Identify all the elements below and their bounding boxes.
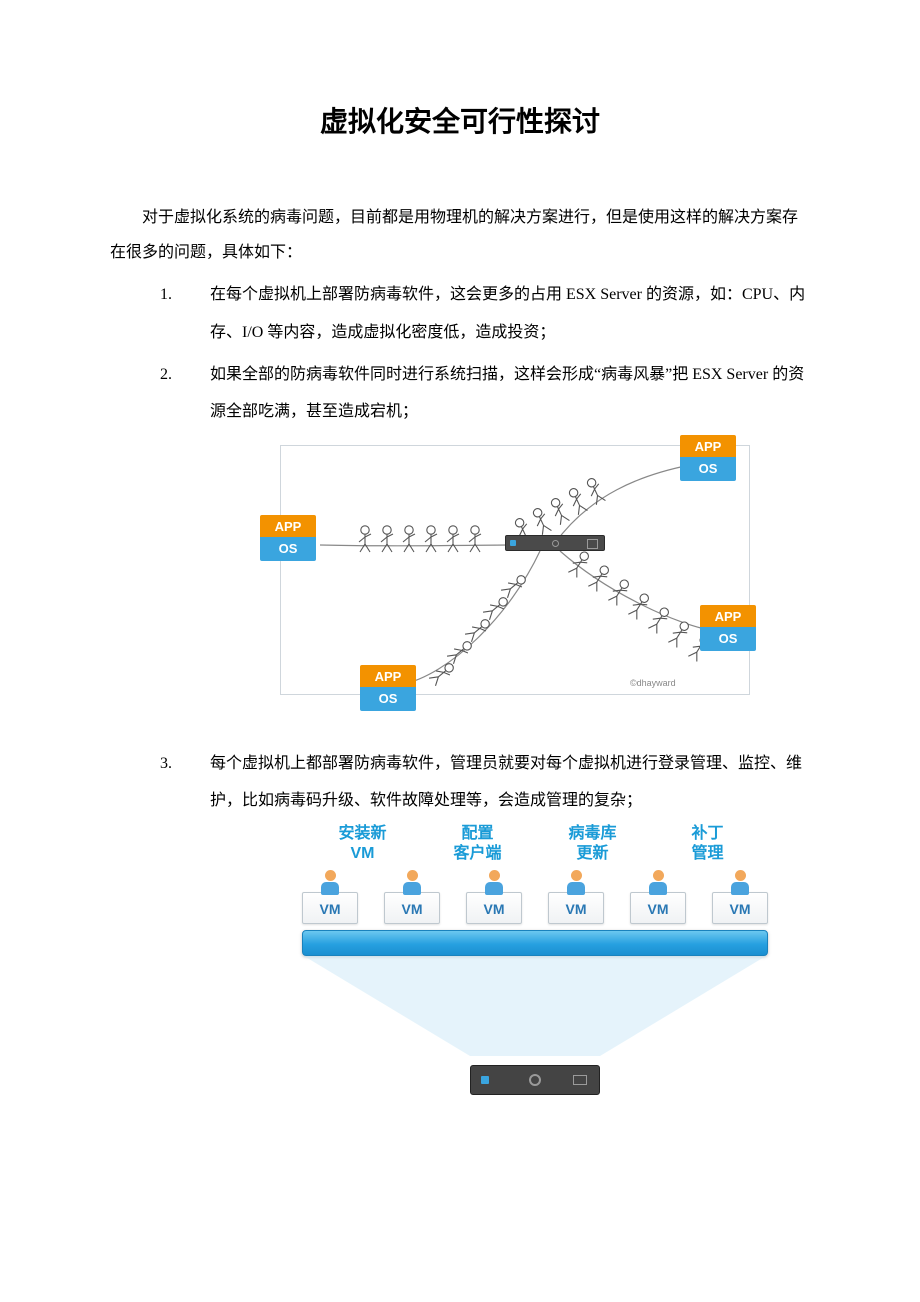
os-label: OS: [700, 627, 756, 651]
diagram-credit: ©dhayward: [630, 678, 676, 688]
app-os-tile: APPOS: [680, 435, 736, 481]
list-number: 3.: [160, 745, 210, 820]
admin-person-icon: [484, 870, 504, 894]
list-text: 在每个虚拟机上部署防病毒软件，这会更多的占用 ESX Server 的资源，如：…: [210, 276, 810, 351]
app-label: APP: [260, 515, 316, 537]
task-label: 配置客户端: [423, 824, 532, 864]
server-icon: [470, 1065, 600, 1095]
list-text: 如果全部的防病毒软件同时进行系统扫描，这样会形成“病毒风暴”把 ESX Serv…: [210, 356, 810, 431]
vm-box: VM: [302, 870, 358, 924]
task-label: 安装新VM: [308, 824, 417, 864]
list-item: 3. 每个虚拟机上都部署防病毒软件，管理员就要对每个虚拟机进行登录管理、监控、维…: [160, 745, 810, 820]
os-label: OS: [680, 457, 736, 481]
list-text: 每个虚拟机上都部署防病毒软件，管理员就要对每个虚拟机进行登录管理、监控、维护，比…: [210, 745, 810, 820]
server-icon: [505, 535, 605, 551]
vm-card: VM: [302, 892, 358, 924]
os-label: OS: [260, 537, 316, 561]
app-os-tile: APPOS: [700, 605, 756, 651]
page-title: 虚拟化安全可行性探讨: [110, 100, 810, 140]
app-label: APP: [680, 435, 736, 457]
vm-row: VM VM VM VM VM VM: [300, 870, 770, 924]
task-label: 补丁管理: [653, 824, 762, 864]
vm-box: VM: [384, 870, 440, 924]
list-number: 2.: [160, 356, 210, 431]
task-label: 病毒库更新: [538, 824, 647, 864]
app-label: APP: [700, 605, 756, 627]
vm-box: VM: [466, 870, 522, 924]
tug-of-war-diagram: APPOSAPPOSAPPOSAPPOS ©dhayward: [260, 435, 770, 735]
vm-card: VM: [712, 892, 768, 924]
admin-person-icon: [402, 870, 422, 894]
issues-list: 1. 在每个虚拟机上部署防病毒软件，这会更多的占用 ESX Server 的资源…: [110, 276, 810, 1095]
admin-person-icon: [566, 870, 586, 894]
os-label: OS: [360, 687, 416, 711]
vm-card: VM: [466, 892, 522, 924]
hypervisor-bar: [302, 930, 768, 956]
vm-admin-diagram: 安装新VM配置客户端病毒库更新补丁管理 VM VM VM VM VM VM: [300, 824, 770, 1095]
admin-person-icon: [648, 870, 668, 894]
app-os-tile: APPOS: [260, 515, 316, 561]
vm-box: VM: [630, 870, 686, 924]
vm-card: VM: [548, 892, 604, 924]
admin-person-icon: [730, 870, 750, 894]
app-label: APP: [360, 665, 416, 687]
vm-card: VM: [384, 892, 440, 924]
projection-cone: [300, 956, 770, 1066]
app-os-tile: APPOS: [360, 665, 416, 711]
list-item: 1. 在每个虚拟机上部署防病毒软件，这会更多的占用 ESX Server 的资源…: [160, 276, 810, 351]
vm-box: VM: [712, 870, 768, 924]
vm-box: VM: [548, 870, 604, 924]
intro-paragraph: 对于虚拟化系统的病毒问题，目前都是用物理机的解决方案进行，但是使用这样的解决方案…: [110, 200, 810, 270]
vm-card: VM: [630, 892, 686, 924]
list-number: 1.: [160, 276, 210, 351]
admin-person-icon: [320, 870, 340, 894]
task-labels-row: 安装新VM配置客户端病毒库更新补丁管理: [300, 824, 770, 864]
list-item: 2. 如果全部的防病毒软件同时进行系统扫描，这样会形成“病毒风暴”把 ESX S…: [160, 356, 810, 431]
